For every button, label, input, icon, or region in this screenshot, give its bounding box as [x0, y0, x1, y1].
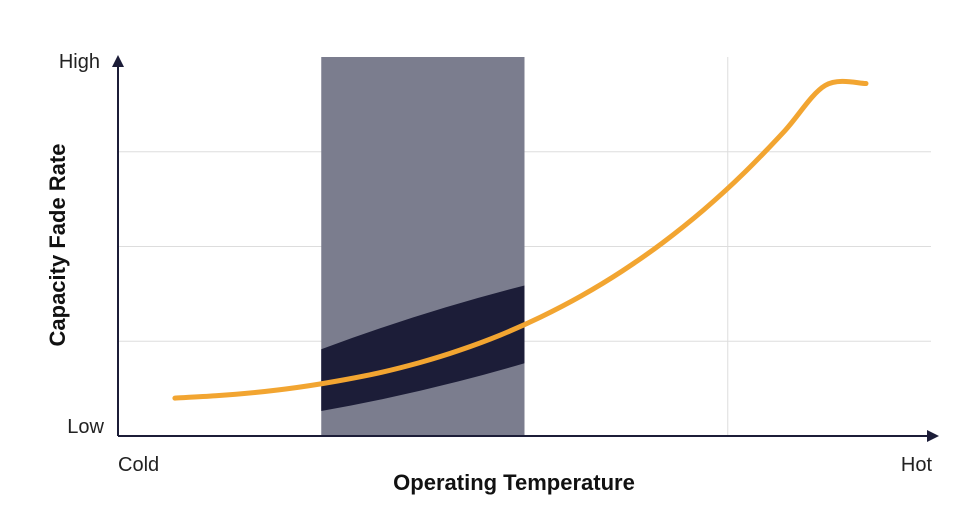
axes [112, 55, 939, 442]
y-tick-label-low: Low [67, 416, 104, 438]
x-axis-arrow-icon [927, 430, 939, 442]
x-axis-title: Operating Temperature [393, 470, 635, 495]
y-axis-arrow-icon [112, 55, 124, 67]
y-axis-title: Capacity Fade Rate [45, 144, 70, 347]
capacity-fade-curve [172, 78, 869, 401]
x-tick-label-cold: Cold [118, 454, 159, 476]
uncertainty-band-layer [321, 285, 525, 411]
series-layer [172, 78, 869, 401]
y-tick-label-high: High [59, 51, 100, 73]
x-tick-label-hot: Hot [901, 454, 933, 476]
uncertainty-band [321, 285, 525, 411]
